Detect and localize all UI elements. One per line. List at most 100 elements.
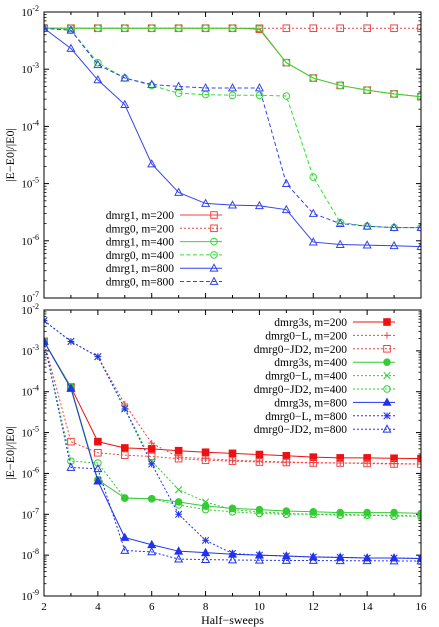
data-point: [174, 187, 184, 196]
series-4: [44, 337, 421, 518]
data-point: [390, 511, 398, 519]
legend-marker: [383, 385, 391, 393]
legend-label: dmrg1, m=200: [106, 210, 174, 222]
data-point: [255, 509, 264, 518]
data-point: [120, 532, 130, 541]
y-tick-label: 10-8: [21, 547, 39, 562]
data-point: [148, 460, 156, 468]
data-point: [174, 24, 183, 33]
legend-marker: [383, 412, 391, 420]
data-point: [67, 24, 75, 33]
y-tick-label: 10-3: [21, 61, 39, 76]
data-point: [227, 555, 238, 564]
legend-marker: [209, 276, 219, 285]
data-point: [120, 451, 129, 459]
data-point: [201, 83, 211, 92]
data-point: [120, 99, 130, 109]
data-point: [94, 459, 102, 467]
data-point: [336, 459, 345, 467]
legend-label: dmrg0−L, m=800: [265, 411, 347, 423]
legend-label: dmrg0−JD2, m=400: [254, 384, 348, 396]
data-point: [94, 24, 102, 33]
data-point: [389, 556, 399, 565]
legend-label: dmrg1, m=800: [106, 263, 174, 275]
data-point: [93, 476, 103, 485]
legend-label: dmrg3s, m=400: [274, 357, 347, 369]
data-point: [308, 555, 318, 564]
data-point: [201, 24, 210, 33]
data-point: [336, 81, 345, 90]
data-point: [174, 81, 184, 90]
x-tick-label: 12: [308, 601, 319, 613]
data-point: [94, 448, 102, 457]
series-3: [44, 337, 421, 468]
data-point: [201, 536, 210, 545]
x-tick-label: 4: [95, 601, 101, 613]
series-line: [44, 341, 421, 562]
data-point: [362, 240, 372, 249]
data-point: [201, 505, 210, 514]
y-tick-label: 10-2: [21, 4, 39, 19]
legend-label: dmrg0, m=800: [106, 277, 174, 289]
legend-marker: [383, 358, 391, 367]
data-point: [228, 508, 237, 516]
data-point: [417, 460, 421, 468]
series-line: [44, 27, 421, 229]
data-point: [335, 555, 345, 565]
y-tick-label: 10-6: [21, 465, 39, 480]
data-point: [147, 159, 157, 168]
legend-label: dmrg0, m=200: [106, 223, 174, 235]
chart-panel-1: 10-7 10-6 10-5 10-4 10-3 10-2 |E−E0|/|E0| dmrg1…: [3, 4, 422, 305]
legend-label: dmrg0−JD2, m=200: [254, 344, 348, 356]
legend-marker: [383, 345, 391, 353]
data-point: [147, 81, 156, 90]
legend-label: dmrg3s, m=200: [274, 317, 347, 329]
data-point: [336, 510, 344, 518]
y-tick-label: 10-5: [21, 425, 39, 440]
data-point: [363, 554, 371, 562]
series-4: [44, 24, 421, 232]
plot-frame: [43, 11, 422, 299]
data-point: [174, 501, 183, 509]
data-point: [417, 454, 421, 463]
data-point: [254, 555, 264, 564]
data-point: [201, 198, 211, 207]
legend-label: dmrg0−L, m=200: [265, 330, 347, 342]
chart-panel-2: 10-9 10-8 10-7 10-6 10-5 10-4 10-3 10-2 2 4 6 8 10 12…: [3, 302, 427, 627]
x-axis-title: Half−sweeps: [201, 613, 264, 627]
data-point: [94, 58, 102, 67]
data-point: [282, 458, 291, 467]
legend-label: dmrg3s, m=800: [274, 397, 347, 409]
data-point: [281, 555, 291, 564]
y-tick-label: 10-4: [21, 118, 39, 133]
series-line: [44, 341, 421, 517]
data-point: [282, 58, 291, 67]
y-tick-label: 10-6: [21, 233, 39, 248]
legend-marker: [210, 251, 218, 259]
y-tick-label: 10-2: [21, 302, 39, 317]
legend-marker: [210, 237, 218, 246]
y-tick-label: 10-7: [21, 506, 39, 521]
data-point: [44, 23, 49, 32]
data-point: [93, 74, 103, 84]
data-point: [309, 74, 318, 82]
data-point: [254, 83, 264, 92]
data-point: [93, 59, 103, 69]
data-point: [228, 457, 237, 465]
data-point: [390, 460, 398, 468]
series-6: [44, 337, 421, 520]
data-point: [201, 456, 210, 465]
data-point: [309, 508, 318, 516]
legend-marker: [383, 371, 391, 380]
data-point: [147, 546, 157, 556]
data-point: [147, 445, 156, 453]
data-point: [255, 458, 264, 466]
data-point: [389, 240, 399, 250]
data-point: [201, 498, 210, 506]
data-point: [282, 510, 291, 519]
data-point: [174, 546, 184, 555]
x-tick-label: 2: [41, 601, 47, 613]
data-point: [390, 460, 398, 467]
